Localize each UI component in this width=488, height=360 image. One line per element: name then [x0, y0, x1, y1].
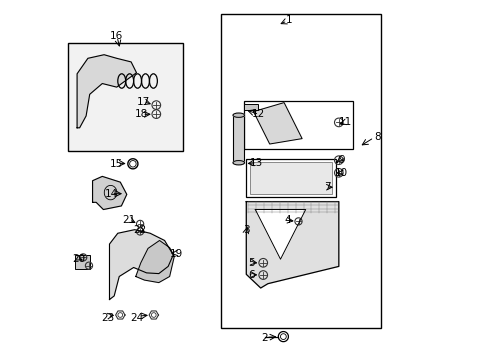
Text: 22: 22: [133, 225, 146, 235]
Ellipse shape: [232, 113, 244, 117]
Polygon shape: [136, 240, 174, 283]
Polygon shape: [92, 176, 126, 210]
Text: 6: 6: [248, 270, 254, 280]
Text: 9: 9: [338, 155, 345, 165]
Polygon shape: [253, 103, 302, 144]
Polygon shape: [77, 55, 136, 128]
Bar: [244, 101, 352, 149]
Bar: [68, 43, 183, 151]
Bar: [232, 115, 244, 163]
Text: 20: 20: [72, 254, 85, 264]
Text: 18: 18: [135, 109, 148, 120]
Text: 4: 4: [284, 215, 290, 225]
Polygon shape: [109, 230, 173, 300]
Text: 13: 13: [249, 158, 263, 168]
Ellipse shape: [232, 161, 244, 165]
Text: 7: 7: [324, 182, 330, 192]
Text: 23: 23: [101, 312, 114, 323]
Text: 1: 1: [285, 15, 292, 25]
Text: 2: 2: [261, 333, 267, 343]
Text: 10: 10: [334, 168, 347, 178]
Text: 15: 15: [110, 159, 123, 169]
Bar: [244, 104, 258, 110]
Polygon shape: [246, 202, 338, 288]
Text: 21: 21: [122, 215, 136, 225]
Bar: [250, 162, 331, 194]
Text: 5: 5: [248, 258, 254, 268]
Text: 11: 11: [338, 117, 351, 127]
Text: 16: 16: [110, 31, 123, 41]
Text: 19: 19: [169, 249, 183, 259]
Text: 3: 3: [243, 225, 249, 235]
Bar: [75, 255, 90, 269]
Bar: [221, 14, 381, 328]
Text: 24: 24: [130, 312, 143, 323]
Bar: [246, 159, 335, 197]
Text: 12: 12: [252, 109, 265, 120]
Polygon shape: [255, 210, 305, 259]
Text: 17: 17: [137, 96, 150, 107]
Text: 14: 14: [104, 189, 118, 199]
Text: 8: 8: [374, 132, 380, 142]
